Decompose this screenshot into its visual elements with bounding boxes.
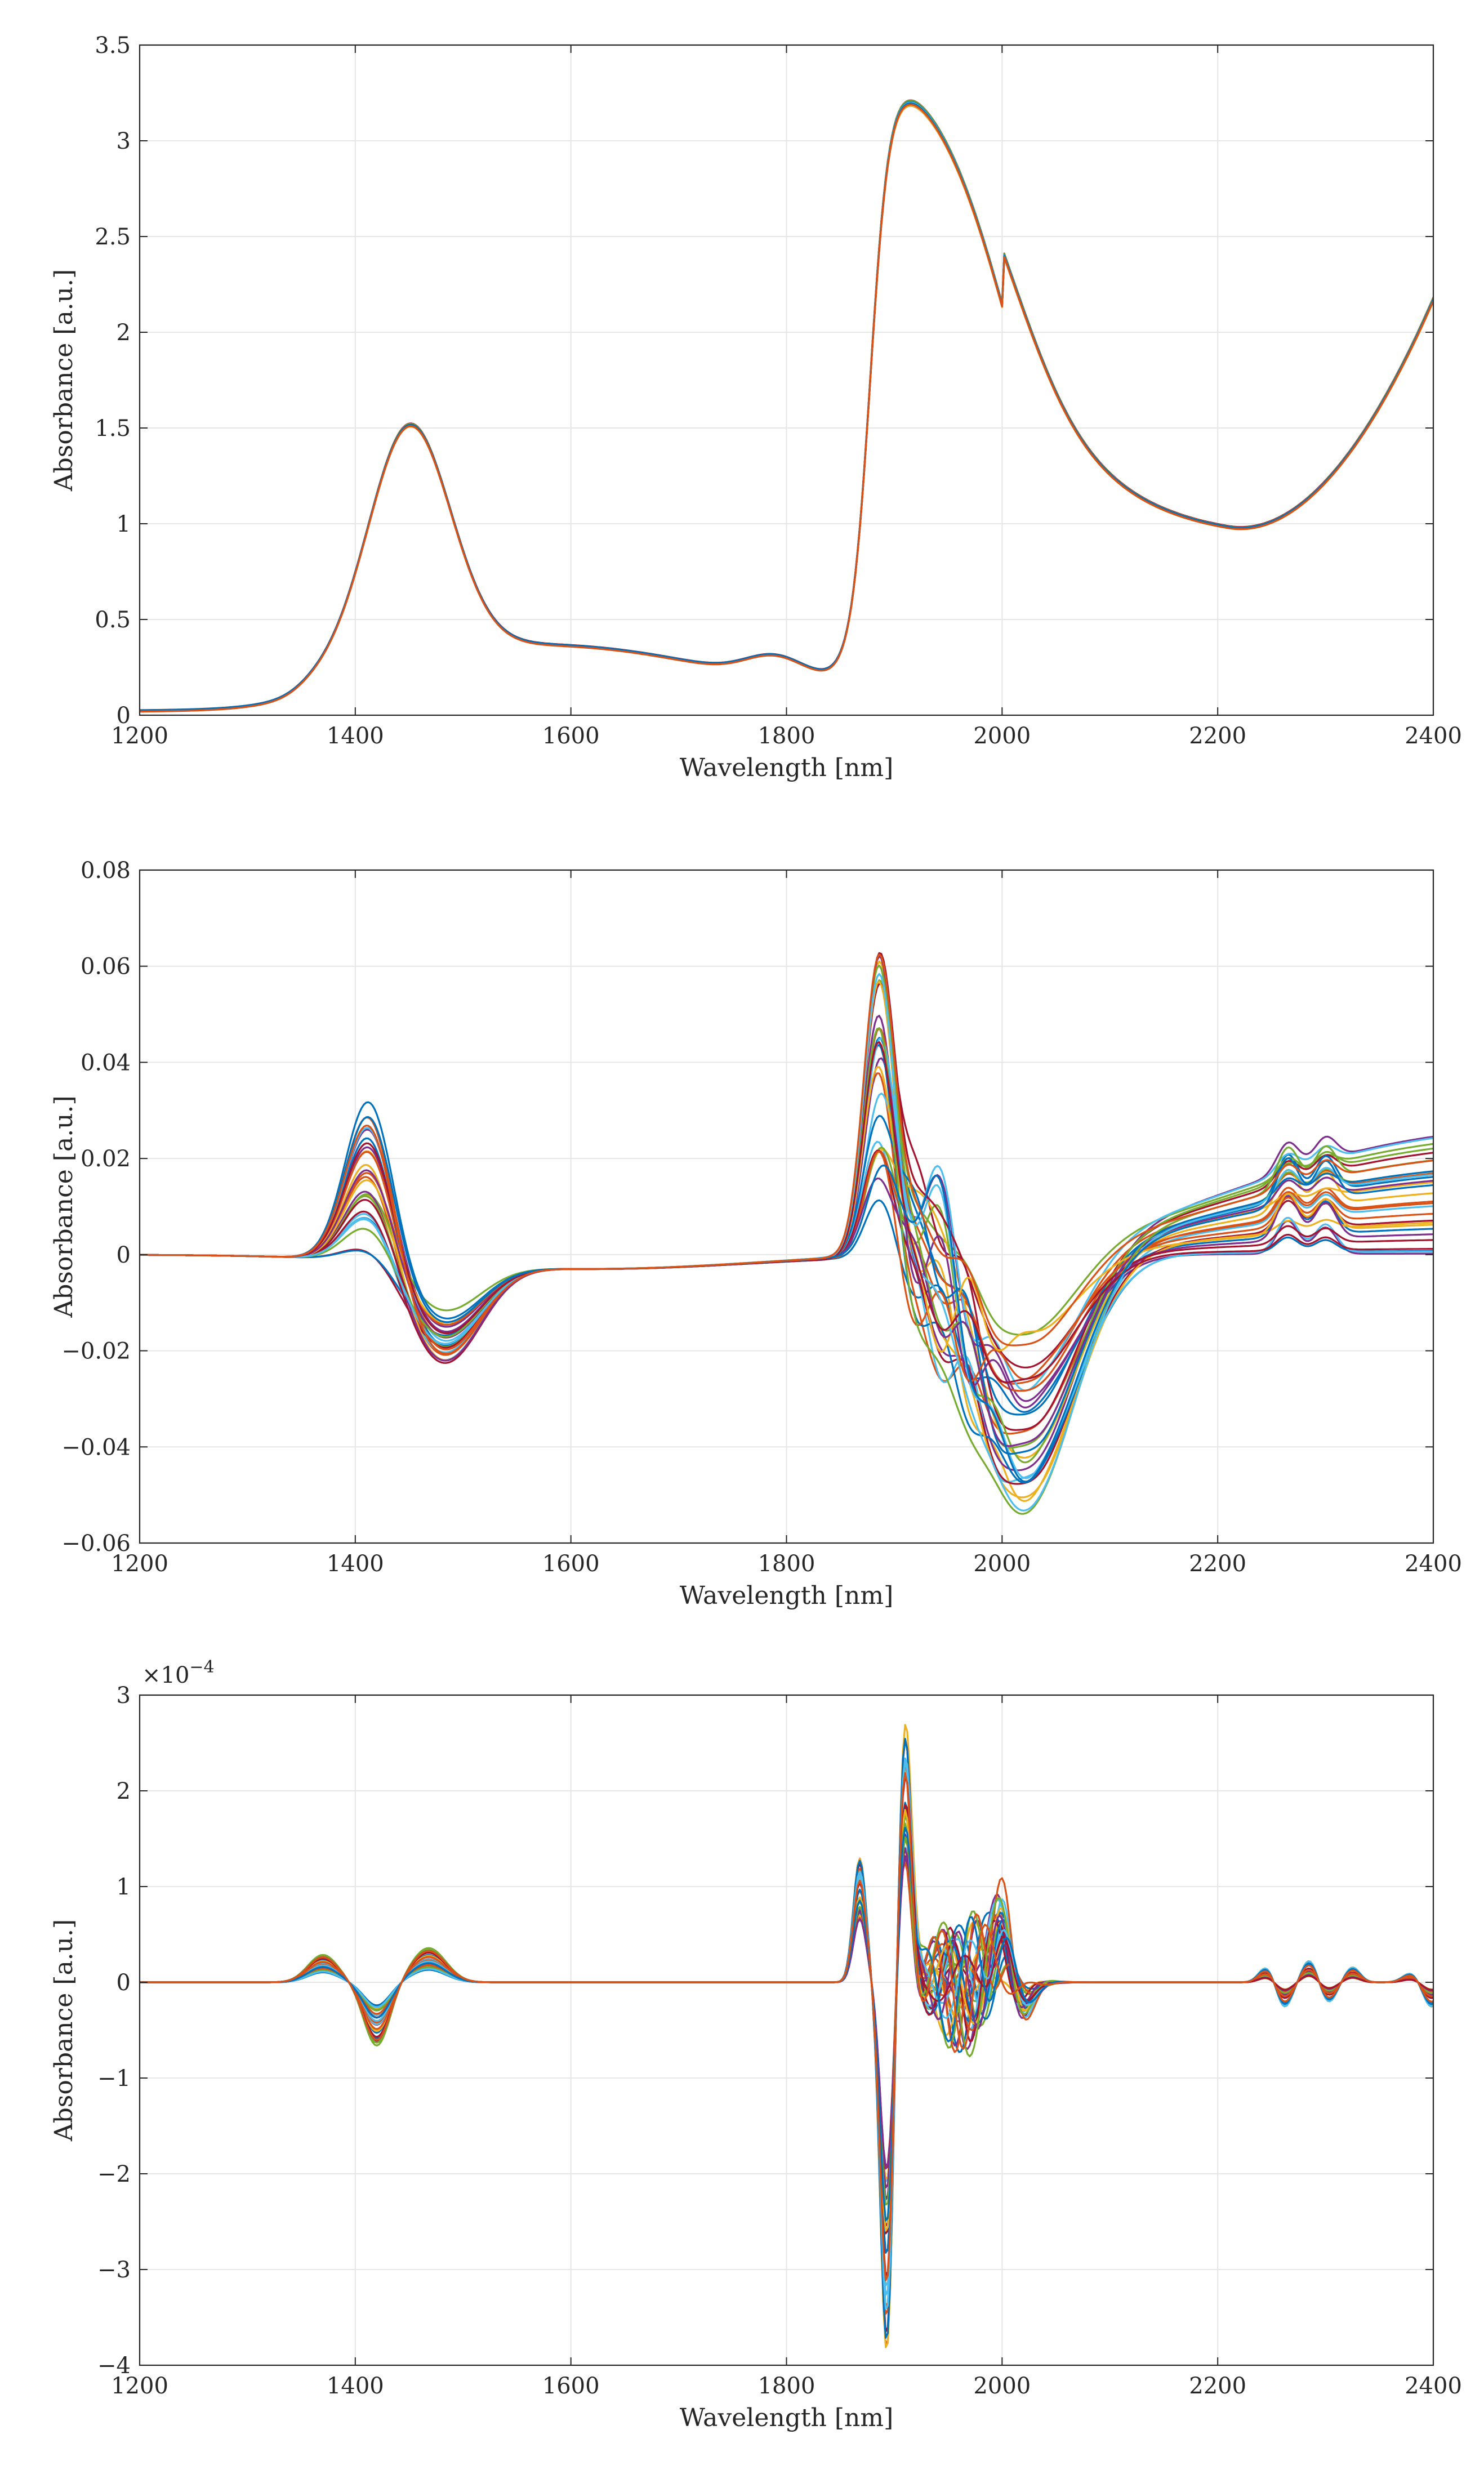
x-tick-label: 1200: [111, 2373, 168, 2399]
series-line: [140, 953, 1433, 1355]
x-tick-label: 2400: [1405, 723, 1462, 749]
y-tick-label: −4: [97, 2353, 131, 2379]
y-tick-label: −0.04: [61, 1434, 131, 1460]
x-tick-label: 2000: [973, 1551, 1031, 1577]
y-tick-label: 0.04: [81, 1050, 131, 1076]
y-exponent-power: −4: [189, 1657, 214, 1677]
x-tick-label: 1600: [542, 1551, 600, 1577]
y-tick-label: −0.06: [61, 1531, 131, 1557]
y-tick-label: 0.08: [81, 858, 131, 884]
x-tick-label: 1800: [758, 2373, 815, 2399]
y-axis-label: Absorbance [a.u.]: [50, 1095, 78, 1318]
x-tick-label: 2400: [1405, 2373, 1462, 2399]
y-tick-label: 3.5: [95, 33, 131, 59]
x-axis-label: Wavelength [nm]: [680, 753, 894, 782]
x-tick-label: 1400: [327, 723, 384, 749]
x-tick-label: 2200: [1189, 2373, 1246, 2399]
x-tick-label: 2200: [1189, 1551, 1246, 1577]
series-group: [140, 99, 1433, 713]
y-tick-label: 2: [117, 1778, 131, 1804]
y-exponent-base: ×10: [142, 1662, 189, 1688]
x-tick-label: 1400: [327, 2373, 384, 2399]
y-tick-label: 0.5: [95, 607, 131, 633]
y-exponent-label: ×10−4: [142, 1657, 215, 1688]
series-line: [140, 1772, 1433, 2281]
x-tick-label: 1600: [542, 723, 600, 749]
x-tick-label: 2200: [1189, 723, 1246, 749]
y-tick-label: −1: [97, 2066, 131, 2092]
panel-raw: 1200 1400 1600 1800 2000 2200 2400 0 0.5 1 1.5 2 2.5…: [50, 33, 1462, 782]
y-tick-label: 0: [117, 1242, 131, 1268]
y-tick-label: 3: [117, 1683, 131, 1709]
x-tick-label: 2000: [973, 2373, 1031, 2399]
y-tick-label: −3: [97, 2257, 131, 2283]
y-axis-label: Absorbance [a.u.]: [50, 1919, 78, 2142]
y-tick-label: 2.5: [95, 224, 131, 250]
y-tick-label: 0.02: [81, 1146, 131, 1172]
series-group: [140, 1724, 1433, 2348]
y-tick-label: 0: [117, 703, 131, 729]
y-tick-label: −2: [97, 2161, 131, 2187]
y-tick-label: 1: [117, 1874, 131, 1900]
x-axis-label: Wavelength [nm]: [680, 2404, 894, 2432]
x-tick-label: 1800: [758, 1551, 815, 1577]
series-line: [140, 104, 1433, 713]
x-tick-label: 2000: [973, 723, 1031, 749]
x-tick-label: 1600: [542, 2373, 600, 2399]
y-axis-label: Absorbance [a.u.]: [50, 269, 78, 492]
x-tick-label: 2400: [1405, 1551, 1462, 1577]
y-tick-label: 1: [117, 511, 131, 537]
series-group: [140, 952, 1433, 1515]
x-tick-label: 1200: [111, 1551, 168, 1577]
x-tick-label: 1800: [758, 723, 815, 749]
x-axis-label: Wavelength [nm]: [680, 1581, 894, 1610]
y-tick-label: 1.5: [95, 416, 131, 442]
panel-first_derivative: 1200 1400 1600 1800 2000 2200 2400 −0.06 −0.04 −0…: [50, 858, 1462, 1610]
x-tick-label: 1200: [111, 723, 168, 749]
x-tick-label: 1400: [327, 1551, 384, 1577]
y-tick-label: 2: [117, 320, 131, 346]
y-tick-label: −0.02: [61, 1339, 131, 1365]
y-tick-label: 0.06: [81, 954, 131, 980]
panel-second_derivative: 1200 1400 1600 1800 2000 2200 2400 −4 −3 −2 −1 0 1 2 3…: [50, 1657, 1462, 2432]
y-tick-label: 0: [117, 1970, 131, 1996]
y-tick-label: 3: [117, 128, 131, 154]
